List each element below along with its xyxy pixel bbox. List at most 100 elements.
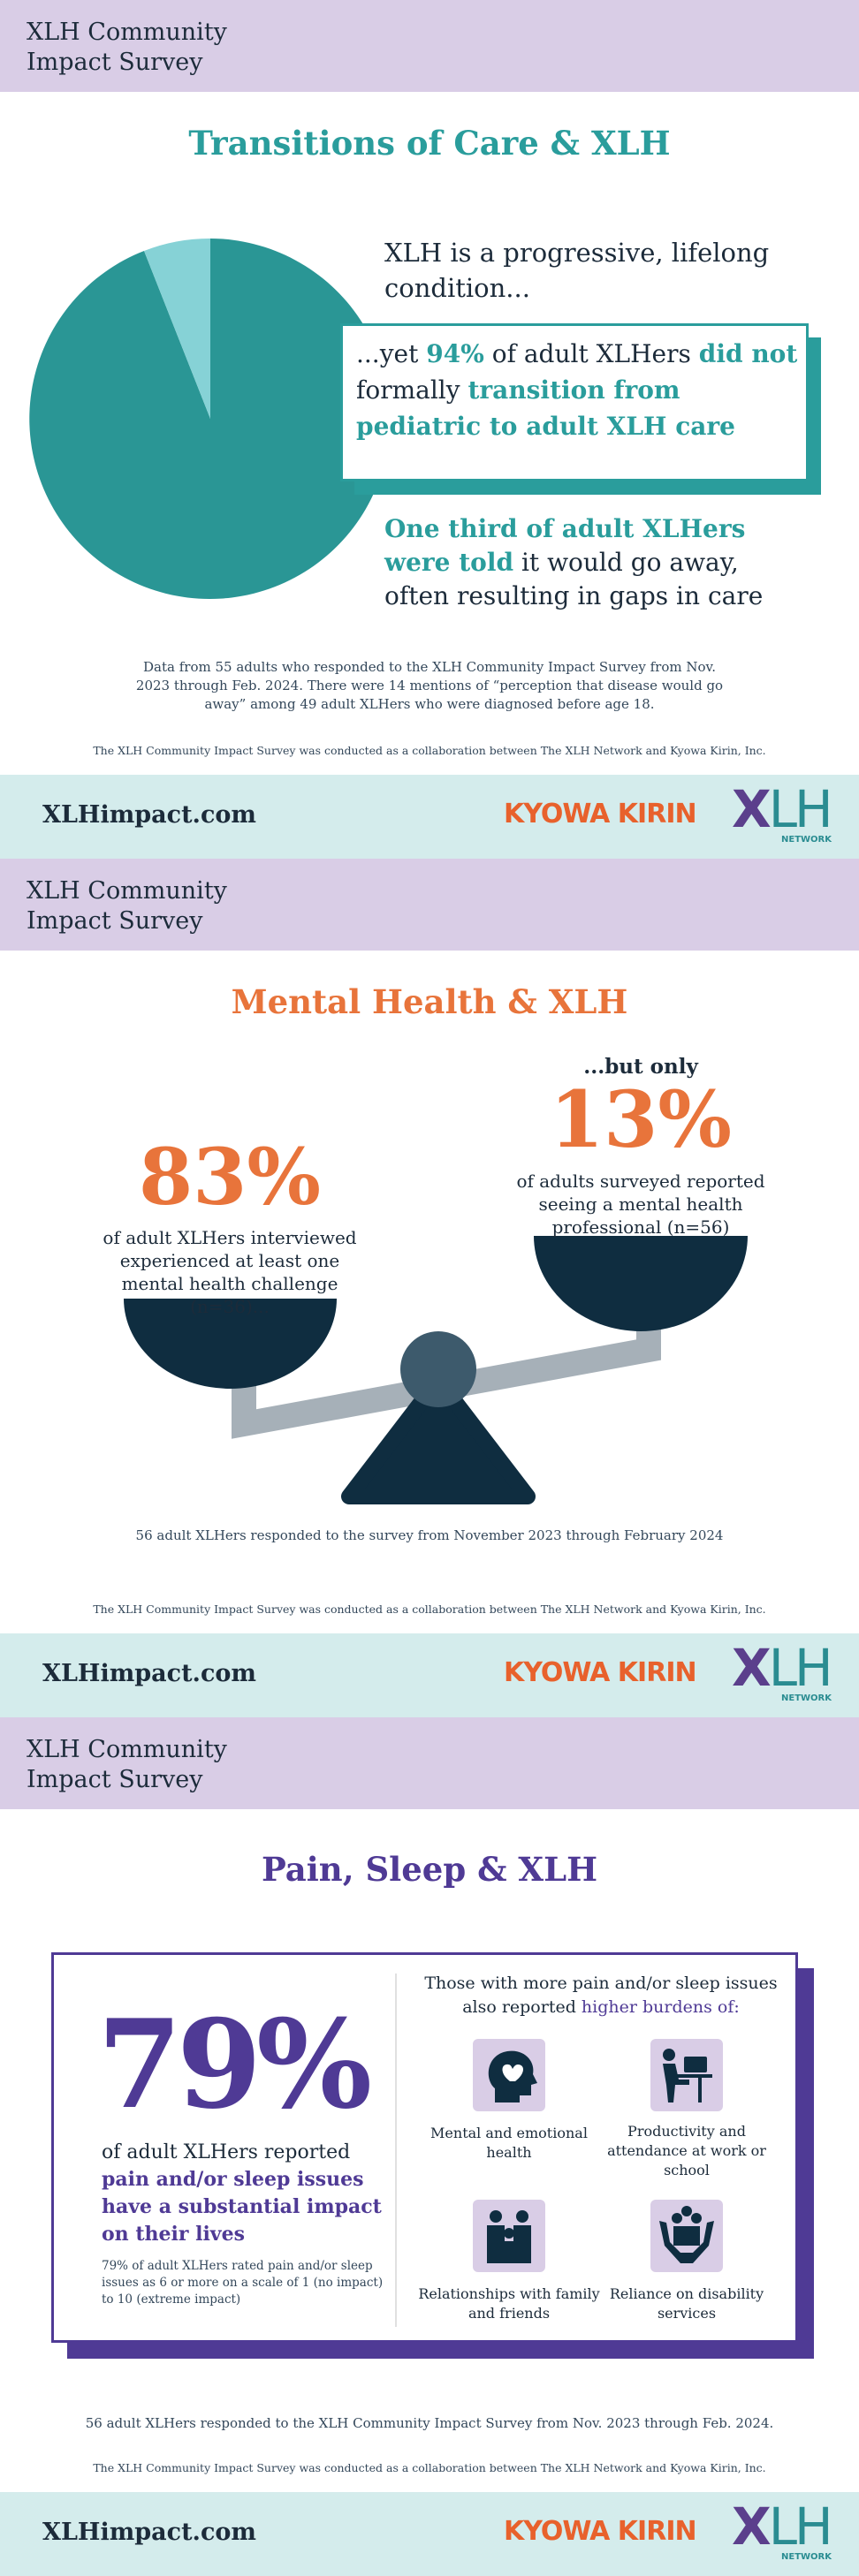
logo-x: X <box>732 1638 772 1698</box>
stat: 79% <box>97 1992 372 2136</box>
sponsor-logo: KYOWA KIRIN <box>504 2516 697 2547</box>
header-band: XLH Community Impact Survey <box>0 859 859 951</box>
highlight: One third of adult XLHers were told <box>384 514 746 577</box>
icon-disability <box>650 2200 723 2272</box>
icon-person <box>663 2064 689 2102</box>
text-run: of adult XLHers <box>483 339 699 368</box>
highlight: did not <box>698 339 798 368</box>
header-title: XLH Community <box>27 877 227 905</box>
network-logo: XLH <box>732 2496 833 2557</box>
website: XLHimpact.com <box>42 801 256 829</box>
callout-text: ...yet 94% of adult XLHers did not forma… <box>356 336 798 444</box>
stat-text: of adults surveyed reported seeing a men… <box>516 1171 765 1238</box>
icon-person <box>490 2210 502 2223</box>
burden-label: Relationships with family and friends <box>418 2285 600 2322</box>
icon-family <box>487 2225 531 2263</box>
text-run: of adult XLHers reported <box>102 2141 351 2163</box>
callout-box <box>340 323 809 481</box>
scale-bowl <box>534 1236 748 1331</box>
intro-text: XLH is a progressive, lifelong condition… <box>384 238 770 303</box>
website: XLHimpact.com <box>42 1660 256 1687</box>
footnote: Data from 55 adults who responded to the… <box>135 659 724 712</box>
footer-band: XLHimpact.com KYOWA KIRIN XLH NETWORK <box>0 775 859 859</box>
highlight: higher burdens of: <box>581 1997 740 2017</box>
stat-note: 79% of adult XLHers rated pain and/or sl… <box>102 2259 384 2307</box>
header-band: XLH Community Impact Survey <box>0 0 859 92</box>
icon-people <box>673 2226 700 2246</box>
followup-text: One third of adult XLHers were told it w… <box>384 512 809 613</box>
lead-text: ...but only <box>583 1055 698 1079</box>
icon-desk <box>698 2078 702 2102</box>
text-run: Those with more pain and/or sleep issues… <box>424 1974 778 2017</box>
footnote: 56 adult XLHers responded to the survey … <box>135 1527 724 1543</box>
highlight: transition from pediatric to adult XLH c… <box>356 375 735 441</box>
pain-graphic <box>51 1952 814 2359</box>
logo-lh: LH <box>768 1638 833 1698</box>
collaboration-note: The XLH Community Impact Survey was cond… <box>93 2461 766 2474</box>
sponsor-logo: KYOWA KIRIN <box>504 799 697 830</box>
logo-lh: LH <box>768 779 833 839</box>
header-title: XLH Community <box>27 19 227 46</box>
footer-band: XLHimpact.com KYOWA KIRIN XLH NETWORK <box>0 2492 859 2576</box>
icon-desk <box>675 2074 712 2078</box>
stat-text: of adult XLHers reported pain and/or sle… <box>102 2140 384 2248</box>
panel-title: Transitions of Care & XLH <box>188 124 671 163</box>
stat-text: of adult XLHers interviewed experienced … <box>103 1227 357 1317</box>
header-title: Impact Survey <box>27 49 203 76</box>
network-logo: XLH <box>732 1638 833 1698</box>
stat: 13% <box>549 1073 733 1165</box>
highlight: pain and/or sleep issues have a substant… <box>102 2168 382 2246</box>
icon-person <box>691 2213 702 2224</box>
icon-laptop <box>684 2057 707 2072</box>
logo-sub: NETWORK <box>781 835 832 845</box>
collaboration-note: The XLH Community Impact Survey was cond… <box>93 1602 766 1616</box>
pie-slice <box>29 239 391 599</box>
footnote: 56 adult XLHers responded to the XLH Com… <box>85 2415 774 2431</box>
collaboration-note: The XLH Community Impact Survey was cond… <box>93 744 766 757</box>
header-title: Impact Survey <box>27 907 203 935</box>
pie-slice <box>144 238 210 419</box>
icon-person <box>681 2206 692 2216</box>
header-title: Impact Survey <box>27 1766 203 1793</box>
icon-person <box>516 2210 528 2223</box>
network-logo: XLH <box>732 779 833 839</box>
scale-base <box>341 1372 536 1504</box>
header-title: XLH Community <box>27 1736 227 1763</box>
logo-sub: NETWORK <box>781 1693 832 1703</box>
scale-bowl <box>124 1299 337 1389</box>
logo-x: X <box>732 779 772 839</box>
icon-person <box>504 2228 514 2239</box>
stat-box <box>51 1952 798 2343</box>
sponsor-logo: KYOWA KIRIN <box>504 1657 697 1688</box>
text-run: it would go away, often resulting in gap… <box>384 548 764 610</box>
website: XLHimpact.com <box>42 2519 256 2546</box>
text-run: ...yet <box>356 339 427 368</box>
panel-title: Pain, Sleep & XLH <box>261 1850 598 1889</box>
logo-lh: LH <box>768 2496 833 2557</box>
burden-label: Mental and emotional health <box>430 2125 588 2161</box>
scale-graphic <box>124 1236 748 1504</box>
highlight: 94% <box>426 339 484 368</box>
icon-productivity <box>650 2039 723 2111</box>
text-run: formally <box>356 375 468 405</box>
panel-mental-health: XLH Community Impact Survey Mental Healt… <box>0 859 859 1717</box>
icon-person <box>672 2213 682 2224</box>
burden-label: Productivity and attendance at work or s… <box>607 2123 766 2178</box>
icon-hands <box>659 2221 714 2263</box>
pie-graphic <box>29 238 821 599</box>
panel-transitions: XLH Community Impact Survey Transitions … <box>0 0 859 859</box>
footer-band: XLHimpact.com KYOWA KIRIN XLH NETWORK <box>0 1633 859 1717</box>
stat: 83% <box>138 1131 322 1223</box>
icon-heart <box>502 2064 524 2081</box>
icon-mental <box>473 2039 545 2111</box>
icon-relationships <box>473 2200 545 2272</box>
scale-pivot <box>400 1331 476 1407</box>
panel-pain-sleep: XLH Community Impact Survey Pain, Sleep … <box>0 1717 859 2576</box>
header-band: XLH Community Impact Survey <box>0 1717 859 1809</box>
burden-label: Reliance on disability services <box>609 2285 764 2322</box>
logo-x: X <box>732 2496 772 2557</box>
icon-person <box>663 2049 675 2061</box>
burdens-heading: Those with more pain and/or sleep issues… <box>415 1972 787 2019</box>
